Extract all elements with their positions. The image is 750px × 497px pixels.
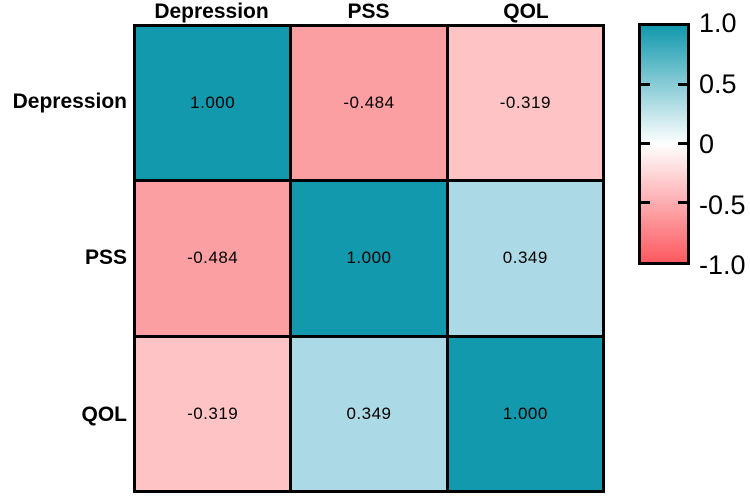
colorbar-tick-label: -0.5 (699, 190, 746, 220)
colorbar-tick-mark (641, 201, 650, 204)
matrix-cell-depression-pss: -0.484 (292, 27, 446, 180)
colorbar-tick-label: 0.5 (699, 69, 737, 99)
column-header-qol: QOL (503, 0, 549, 23)
matrix-cell-pss-qol: 0.349 (448, 182, 602, 335)
colorbar-tick-mark (678, 201, 687, 204)
matrix-cell-depression-qol: -0.319 (448, 27, 602, 180)
colorbar-tick-mark (678, 83, 687, 86)
matrix-cell-depression-depression: 1.000 (136, 27, 290, 180)
matrix-cell-pss-depression: -0.484 (136, 182, 290, 335)
colorbar (638, 23, 690, 265)
column-header-pss: PSS (347, 0, 390, 23)
row-label-pss: PSS (84, 246, 127, 269)
colorbar-tick-label: 1.0 (699, 8, 737, 38)
matrix-cell-qol-depression: -0.319 (136, 337, 290, 490)
colorbar-tick-mark (641, 142, 650, 145)
colorbar-tick-label: -1.0 (699, 250, 746, 280)
row-label-depression: Depression (12, 90, 127, 113)
matrix-cell-pss-pss: 1.000 (292, 182, 446, 335)
heatmap-matrix: 1.000 -0.484 -0.319 -0.484 1.000 0.349 -0.319 0… (133, 24, 605, 493)
matrix-cell-qol-qol: 1.000 (448, 337, 602, 490)
column-header-depression: Depression (154, 0, 269, 23)
row-label-qol: QOL (81, 403, 128, 426)
colorbar-tick-label: 0 (699, 129, 715, 159)
colorbar-tick-mark (641, 83, 650, 86)
matrix-cell-qol-pss: 0.349 (292, 337, 446, 490)
colorbar-tick-mark (678, 142, 687, 145)
